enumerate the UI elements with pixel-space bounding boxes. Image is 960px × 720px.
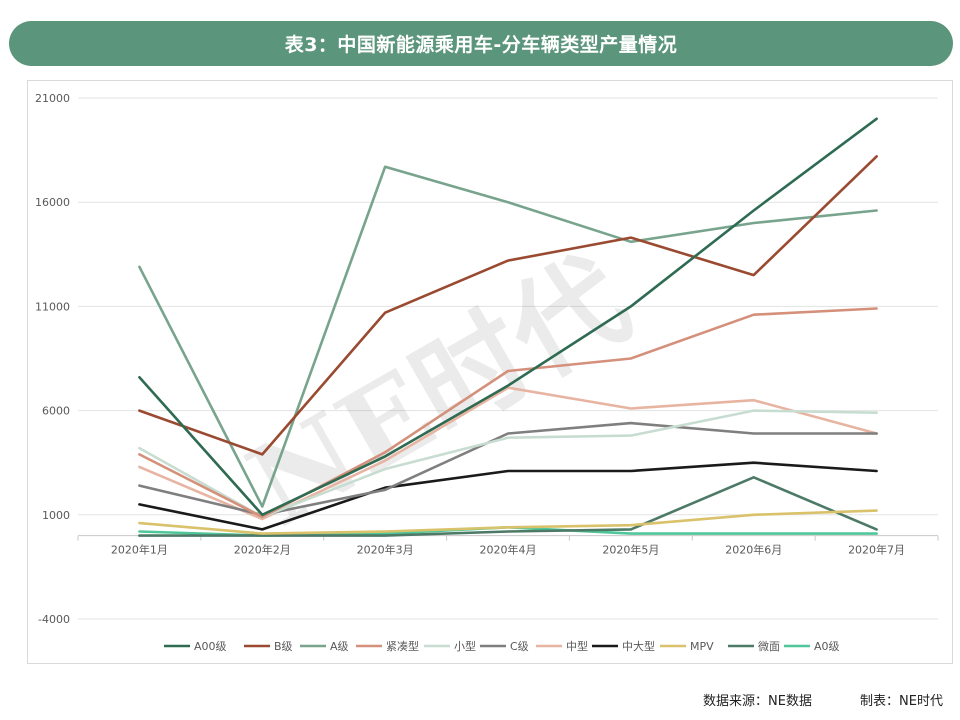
- series-line-微面: [138, 475, 878, 537]
- y-tick-label: 16000: [35, 196, 70, 209]
- legend-label: 小型: [454, 639, 476, 653]
- legend-label: A级: [330, 640, 349, 653]
- chart-title: 表3：中国新能源乘用车-分车辆类型产量情况: [284, 34, 678, 56]
- series-line-中型: [138, 386, 878, 521]
- y-tick-label: 21000: [35, 92, 70, 105]
- series-line-B级: [138, 155, 878, 456]
- series-line-A级: [138, 165, 878, 508]
- chart-frame: 21000 16000 11000 6000 1000 -4000 2020年1月 2020年…: [27, 80, 953, 664]
- chart-title-banner: 表3：中国新能源乘用车-分车辆类型产量情况: [9, 21, 953, 66]
- x-tick-label: 2020年7月: [848, 543, 905, 557]
- legend-label: 紧凑型: [386, 639, 419, 653]
- series-line-紧凑型: [138, 307, 878, 519]
- y-tick-label: -4000: [38, 613, 70, 626]
- legend-label: 中大型: [622, 639, 655, 653]
- series-line-A00级: [138, 117, 878, 517]
- series-line-MPV: [138, 509, 878, 535]
- x-tick-label: 2020年6月: [725, 543, 782, 557]
- legend-label: MPV: [690, 640, 714, 653]
- made-by-note: 制表：NE时代: [860, 694, 943, 709]
- x-tick-label: 2020年3月: [357, 543, 414, 557]
- x-tick-label: 2020年2月: [234, 543, 291, 557]
- legend-label: C级: [510, 640, 529, 653]
- x-tick-label: 2020年4月: [480, 543, 537, 557]
- legend-label: 中型: [566, 639, 588, 653]
- legend-label: A0级: [814, 640, 840, 653]
- y-tick-label: 1000: [42, 509, 70, 522]
- legend-label: 微面: [758, 639, 780, 653]
- y-tick-label: 11000: [35, 300, 70, 313]
- x-tick-label: 2020年5月: [602, 543, 659, 557]
- data-source-note: 数据来源：NE数据: [703, 694, 812, 709]
- series-line-中大型: [138, 461, 878, 531]
- line-chart: 21000 16000 11000 6000 1000 -4000 2020年1月 2020年…: [35, 92, 939, 653]
- legend-label: B级: [274, 640, 293, 653]
- y-tick-label: 6000: [42, 405, 70, 418]
- legend-label: A00级: [194, 640, 227, 653]
- x-tick-label: 2020年1月: [111, 543, 168, 557]
